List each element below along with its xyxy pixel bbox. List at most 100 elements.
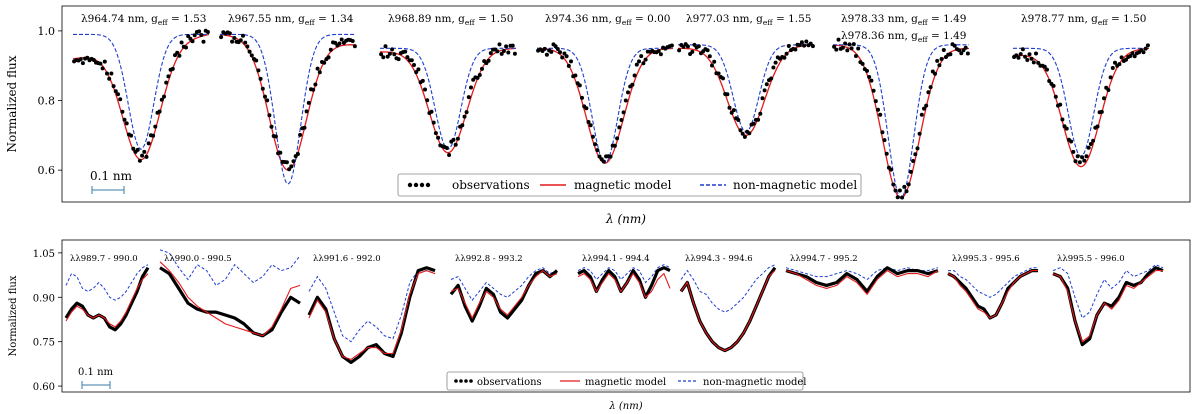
bottom-observations-line: [307, 266, 436, 364]
bottom-nonmagnetic-model-line: [948, 267, 1038, 298]
top-panels: λ964.74 nm, geff = 1.53 λ967.55 nm, geff …: [72, 13, 1150, 200]
top-panel-label-value: = 1.34: [315, 13, 354, 25]
top-observation-point: [621, 110, 626, 115]
top-observation-point: [256, 68, 261, 73]
top-observation-point: [462, 114, 467, 119]
top-observation-point: [1145, 43, 1150, 48]
top-observation-point: [569, 59, 573, 64]
top-panel-label-value: = 1.53: [168, 13, 207, 25]
top-observation-point: [420, 78, 425, 83]
top-observation-point: [832, 44, 837, 49]
top-observation-point: [731, 108, 736, 113]
top-observation-point: [593, 142, 598, 147]
bottom-magnetic-model-line: [159, 261, 301, 337]
top-observation-point: [902, 184, 907, 189]
top-observation-point: [289, 164, 294, 169]
top-observation-point: [157, 109, 162, 114]
top-observation-point: [555, 47, 560, 51]
top-observation-point: [140, 153, 145, 158]
top-observation-point: [1141, 50, 1146, 55]
top-observation-point: [878, 112, 883, 117]
bottom-ytick-label: 0.60: [33, 382, 55, 393]
top-observation-point: [696, 44, 701, 49]
top-observation-point: [273, 134, 278, 139]
top-observation-point: [845, 48, 850, 53]
bottom-observations-line: [159, 266, 301, 338]
top-observation-point: [151, 133, 156, 138]
bottom-panel-7: λλ994.7 - 995.2: [785, 254, 939, 296]
top-observation-point: [429, 109, 434, 114]
top-chart: Normalized flux λ (nm) 0.6 0.8 1.0 λ964.74…: [5, 5, 1191, 226]
top-observation-point: [797, 43, 802, 48]
bottom-scale-bar: 0.1 nm: [78, 367, 114, 389]
top-panel-label-line: λ978.36 nm, g: [841, 30, 918, 42]
bottom-magnetic-model-line: [450, 269, 558, 320]
top-observation-point: [937, 63, 942, 68]
top-observation-point: [506, 50, 511, 55]
top-observation-point: [906, 182, 911, 187]
top-observation-point: [1130, 51, 1135, 56]
top-observation-point: [405, 55, 410, 60]
top-observation-point: [685, 44, 690, 49]
top-chart-frame: [61, 5, 1191, 203]
top-observation-point: [690, 49, 695, 54]
top-observation-point: [1095, 124, 1100, 129]
top-observation-point: [641, 61, 646, 66]
top-observation-point: [232, 36, 237, 40]
top-observation-point: [162, 94, 166, 99]
top-observation-point: [922, 106, 926, 111]
top-observation-point: [939, 57, 944, 61]
top-panel-label-sub: eff: [158, 18, 168, 27]
top-panel-label: λ978.33 nm, geff = 1.49: [841, 13, 967, 27]
top-observation-point: [793, 47, 798, 52]
top-observation-point: [915, 146, 920, 151]
top-observation-point: [840, 45, 845, 50]
top-observation-point: [78, 57, 83, 62]
top-observation-point: [893, 188, 898, 193]
top-observation-point: [941, 48, 946, 52]
top-panel-label-value: = 0.00: [632, 13, 671, 25]
top-observation-point: [911, 159, 916, 163]
top-observation-point: [1073, 159, 1078, 164]
top-observation-point: [558, 50, 562, 55]
top-scale-bar: 0.1 nm: [90, 169, 133, 194]
bottom-ytick-label: 0.90: [33, 293, 55, 304]
bottom-legend-marker-observations: [454, 379, 473, 383]
top-observation-point: [199, 33, 204, 37]
top-observation-point: [387, 51, 392, 56]
top-observation-point: [120, 109, 125, 114]
top-observation-point: [337, 41, 342, 46]
top-observation-point: [1060, 117, 1065, 122]
top-observation-point: [499, 51, 504, 56]
bottom-panel-label: λλ994.7 - 995.2: [790, 254, 858, 264]
top-observation-point: [431, 120, 436, 125]
top-observation-point: [298, 132, 303, 137]
top-observation-point: [1077, 160, 1082, 165]
top-observation-point: [549, 49, 554, 54]
top-observation-point: [738, 128, 743, 133]
top-observation-point: [501, 49, 506, 53]
top-observation-point: [597, 154, 602, 159]
top-ytick-label: 0.6: [38, 164, 56, 177]
top-legend-label-magnetic: magnetic model: [574, 178, 672, 192]
top-observation-point: [1071, 149, 1076, 154]
top-observation-point: [1132, 54, 1137, 59]
top-magnetic-model-line: [536, 47, 674, 164]
top-magnetic-model-line: [380, 47, 517, 154]
top-observation-point: [1086, 145, 1091, 150]
top-observation-point: [1082, 158, 1087, 163]
top-panel-label-value: = 1.50: [475, 13, 514, 25]
top-observation-point: [751, 121, 756, 126]
top-observation-point: [466, 95, 471, 100]
top-observation-point: [197, 29, 202, 34]
top-observation-point: [856, 46, 861, 51]
top-panel-6: λ978.33 nm, geff = 1.49 λ978.36 nm, geff …: [832, 13, 970, 200]
top-observation-point: [880, 130, 885, 135]
top-observation-point: [542, 46, 547, 51]
top-panel-label-2: λ978.36 nm, geff = 1.49: [841, 30, 967, 44]
top-observation-point: [573, 73, 578, 78]
bottom-ytick-label: 1.05: [33, 249, 55, 260]
top-observation-point: [142, 149, 147, 154]
top-observation-point: [258, 76, 263, 81]
